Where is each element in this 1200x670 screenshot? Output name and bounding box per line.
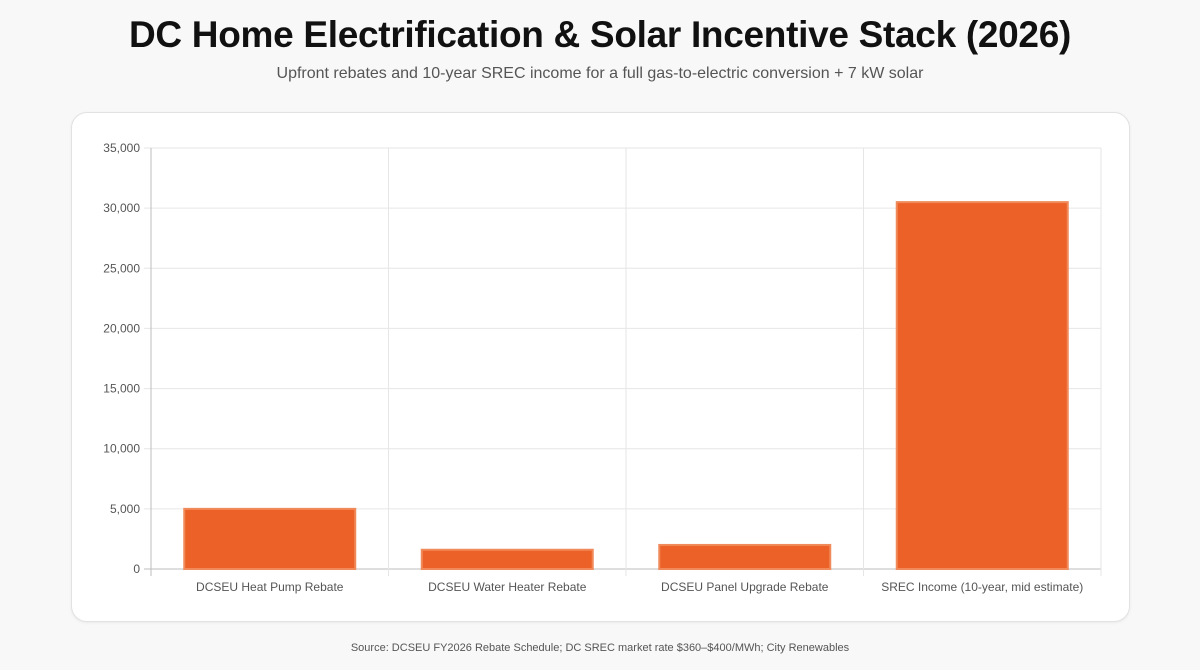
y-tick-label: 15,000 [103, 382, 140, 396]
y-tick-label: 0 [133, 562, 140, 576]
bar [420, 548, 594, 570]
y-tick-label: 35,000 [103, 141, 140, 155]
chart-title: DC Home Electrification & Solar Incentiv… [128, 14, 1071, 55]
chart-card: 0 5,000 10,000 15,000 20,000 25,000 30,000 35,0… [71, 112, 1130, 622]
bar [183, 507, 357, 571]
x-tick-label: DCSEU Panel Upgrade Rebate [661, 580, 829, 594]
x-tick-label: SREC Income (10-year, mid estimate) [881, 580, 1083, 594]
source-note: Source: DCSEU FY2026 Rebate Schedule; DC… [350, 642, 850, 654]
y-tick-label: 30,000 [103, 201, 140, 215]
bar [658, 543, 832, 571]
y-tick-label: 10,000 [103, 442, 140, 456]
y-tick-label: 20,000 [103, 321, 140, 335]
x-tick-label: DCSEU Heat Pump Rebate [196, 580, 344, 594]
bar [895, 201, 1069, 570]
chart-subtitle: Upfront rebates and 10-year SREC income … [276, 65, 924, 82]
y-tick-label: 5,000 [110, 502, 140, 516]
x-tick-label: DCSEU Water Heater Rebate [428, 580, 587, 594]
y-tick-label: 25,000 [103, 261, 140, 275]
bar-chart: 0 5,000 10,000 15,000 20,000 25,000 30,000 35,0… [103, 141, 1102, 594]
